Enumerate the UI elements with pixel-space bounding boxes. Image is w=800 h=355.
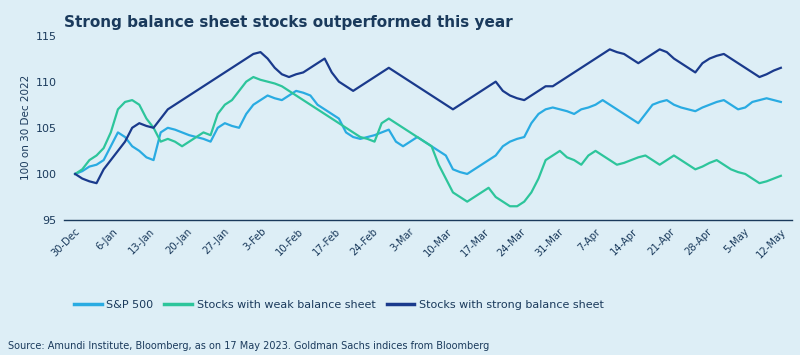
Y-axis label: 100 on 30 Dec 2022: 100 on 30 Dec 2022	[21, 75, 31, 180]
Text: Strong balance sheet stocks outperformed this year: Strong balance sheet stocks outperformed…	[64, 15, 513, 30]
Legend: S&P 500, Stocks with weak balance sheet, Stocks with strong balance sheet: S&P 500, Stocks with weak balance sheet,…	[70, 296, 608, 315]
Text: Source: Amundi Institute, Bloomberg, as on 17 May 2023. Goldman Sachs indices fr: Source: Amundi Institute, Bloomberg, as …	[8, 342, 490, 351]
